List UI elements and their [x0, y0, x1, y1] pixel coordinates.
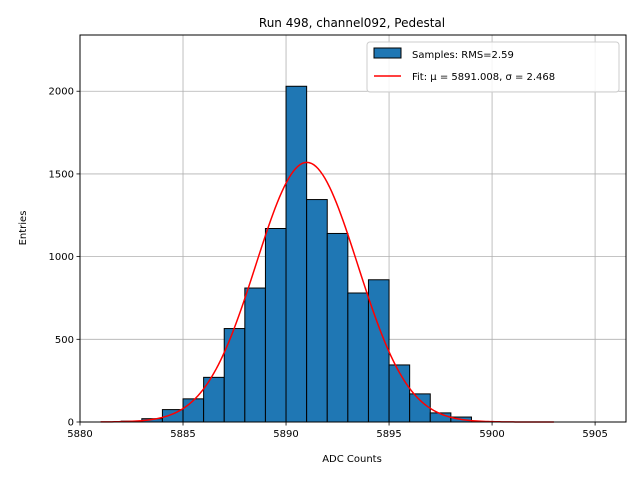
legend: Samples: RMS=2.59 Fit: μ = 5891.008, σ =…: [366, 41, 620, 93]
y-tick-label: 1500: [49, 169, 74, 180]
histogram-bar: [244, 287, 266, 423]
histogram-bar: [182, 398, 205, 423]
legend-bar-swatch: [373, 47, 402, 59]
x-tick-label: 5890: [273, 429, 298, 440]
legend-box: [366, 41, 620, 93]
histogram-bar: [285, 85, 308, 423]
chart-title: Run 498, channel092, Pedestal: [259, 16, 445, 30]
y-tick-label: 500: [55, 335, 74, 346]
histogram-bar: [264, 228, 287, 423]
histogram-bar: [306, 199, 328, 423]
histogram-bar: [326, 232, 349, 423]
fit-curve: [100, 161, 554, 423]
y-tick-label: 1000: [49, 252, 74, 263]
x-tick-label: 5900: [479, 429, 504, 440]
x-axis-ticks: 5880 5885 5890 5895 5900 5905: [67, 422, 608, 440]
x-tick-label: 5880: [67, 429, 92, 440]
y-axis-label: Entries: [18, 211, 29, 246]
y-tick-label: 0: [68, 418, 74, 429]
y-tick-label: 2000: [49, 87, 74, 98]
legend-fit-label: Fit: μ = 5891.008, σ = 2.468: [412, 72, 555, 83]
x-tick-label: 5895: [376, 429, 401, 440]
histogram-bar: [223, 328, 246, 423]
y-axis-ticks: 0 500 1000 1500 2000: [49, 87, 80, 429]
histogram-bar: [347, 292, 369, 423]
x-tick-label: 5905: [582, 429, 607, 440]
x-tick-label: 5885: [170, 429, 195, 440]
plot-frame: [79, 34, 627, 423]
histogram-bar: [409, 393, 431, 423]
legend-bars-label: Samples: RMS=2.59: [412, 50, 514, 61]
x-axis-label: ADC Counts: [322, 454, 382, 465]
histogram-bar: [367, 279, 390, 423]
histogram-bars: [120, 85, 472, 423]
